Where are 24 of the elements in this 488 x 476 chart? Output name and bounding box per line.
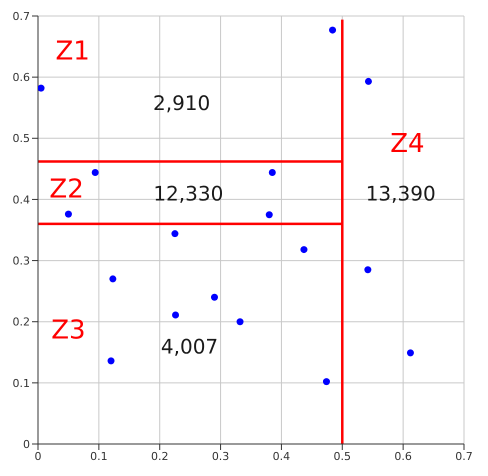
y-tick-label: 0.6 [12,71,30,84]
annotation: 13,390 [366,181,436,206]
x-tick-label: 0 [34,450,42,463]
annotation: Z4 [390,128,425,159]
x-tick-label: 0.1 [90,450,108,463]
y-tick-label: 0.1 [12,376,30,390]
x-tick-label: 0.4 [272,450,290,463]
annotation: 2,910 [152,90,210,115]
annotation: Z3 [51,315,86,346]
y-tick-label: 0.4 [12,193,30,206]
y-tick-label: 0.7 [12,10,30,23]
x-tick-label: 0.5 [334,450,352,463]
x-tick-label: 0.3 [212,450,230,463]
annotation: Z2 [49,174,84,205]
y-tick-label: 0.5 [12,132,30,146]
y-tick-label: 0.3 [12,254,30,268]
y-tick-label: 0 [23,438,30,451]
x-tick-label: 0.2 [150,450,168,463]
x-tick-label: 0.7 [455,450,473,463]
x-tick-label: 0.6 [394,450,412,463]
annotation: 4,007 [160,334,218,358]
annotation: 12,330 [153,181,224,206]
y-tick-label: 0.2 [12,316,30,329]
annotation: Z1 [56,36,90,66]
